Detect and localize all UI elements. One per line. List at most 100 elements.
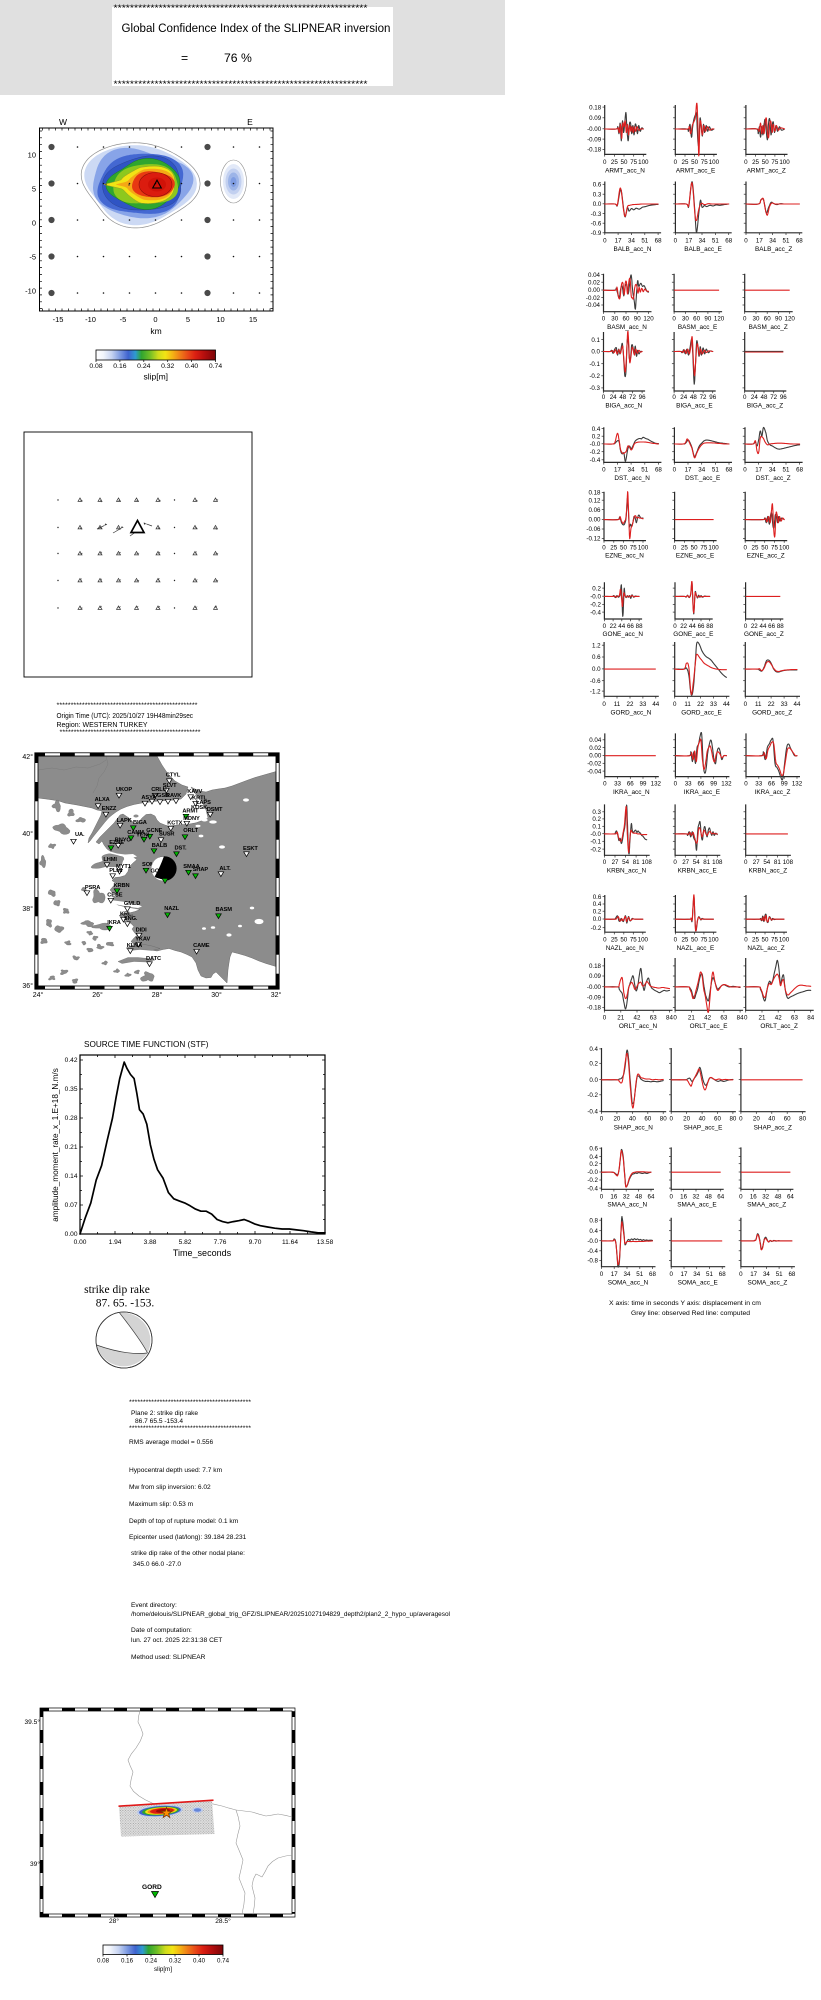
svg-text:SOMA_acc_N: SOMA_acc_N bbox=[608, 1279, 649, 1286]
svg-text:120: 120 bbox=[643, 316, 654, 323]
svg-text:0.2: 0.2 bbox=[589, 1061, 598, 1068]
svg-text:KAVV: KAVV bbox=[187, 789, 202, 795]
svg-text:68: 68 bbox=[649, 1271, 656, 1278]
svg-text:96: 96 bbox=[709, 394, 716, 401]
svg-text:-0.04: -0.04 bbox=[587, 768, 602, 775]
svg-text:-10: -10 bbox=[25, 287, 36, 296]
svg-text:GONE_acc_Z: GONE_acc_Z bbox=[744, 631, 784, 638]
svg-text:68: 68 bbox=[725, 238, 732, 245]
svg-text:CANM: CANM bbox=[127, 830, 144, 836]
svg-text:SHAP_acc_Z: SHAP_acc_Z bbox=[754, 1124, 792, 1131]
svg-text:LAPK: LAPK bbox=[117, 818, 133, 824]
svg-text:-0.6: -0.6 bbox=[590, 678, 601, 685]
svg-text:54: 54 bbox=[622, 859, 629, 866]
svg-text:BIGA_acc_E: BIGA_acc_E bbox=[676, 402, 713, 409]
svg-text:0.12: 0.12 bbox=[588, 497, 601, 504]
svg-text:27: 27 bbox=[682, 859, 689, 866]
svg-text:51: 51 bbox=[783, 466, 790, 473]
svg-text:0.09: 0.09 bbox=[589, 973, 602, 980]
svg-text:UKOP: UKOP bbox=[116, 787, 132, 793]
svg-text:81: 81 bbox=[774, 859, 781, 866]
svg-text:-0.4: -0.4 bbox=[587, 1185, 598, 1192]
svg-text:KRBN_acc_N: KRBN_acc_N bbox=[607, 867, 647, 874]
svg-text:-0.00: -0.00 bbox=[587, 984, 602, 991]
svg-text:64: 64 bbox=[787, 1193, 794, 1200]
svg-text:10: 10 bbox=[28, 151, 36, 160]
svg-text:16: 16 bbox=[610, 1193, 617, 1200]
svg-text:-10: -10 bbox=[85, 315, 96, 324]
svg-text:0: 0 bbox=[672, 394, 676, 401]
svg-text:DIDI: DIDI bbox=[136, 928, 147, 934]
svg-text:108: 108 bbox=[642, 859, 653, 866]
svg-text:BASM_acc_E: BASM_acc_E bbox=[678, 324, 717, 331]
svg-text:0.4: 0.4 bbox=[593, 901, 602, 908]
svg-text:75: 75 bbox=[771, 544, 778, 551]
svg-text:SOURCE TIME FUNCTION (STF): SOURCE TIME FUNCTION (STF) bbox=[84, 1040, 209, 1049]
svg-text:amplitude_moment_rate_x_1.E+18: amplitude_moment_rate_x_1.E+18_N.m/s bbox=[51, 1068, 60, 1222]
svg-text:50: 50 bbox=[762, 159, 769, 166]
svg-text:81: 81 bbox=[633, 859, 640, 866]
svg-text:-0.0: -0.0 bbox=[590, 441, 601, 448]
svg-text:50: 50 bbox=[620, 544, 627, 551]
svg-text:-0.09: -0.09 bbox=[587, 994, 602, 1001]
svg-text:0: 0 bbox=[744, 159, 748, 166]
svg-text:ALXA: ALXA bbox=[95, 797, 110, 803]
svg-text:0: 0 bbox=[602, 466, 606, 473]
svg-text:0.07: 0.07 bbox=[65, 1202, 78, 1209]
svg-text:0.16: 0.16 bbox=[113, 363, 126, 370]
svg-text:68: 68 bbox=[655, 238, 662, 245]
svg-text:0: 0 bbox=[669, 1271, 673, 1278]
svg-text:ASYA: ASYA bbox=[141, 795, 156, 801]
svg-text:0.18: 0.18 bbox=[589, 104, 602, 111]
svg-text:DATC: DATC bbox=[146, 956, 161, 962]
svg-text:-0.2: -0.2 bbox=[590, 449, 601, 456]
svg-text:-0.12: -0.12 bbox=[586, 536, 601, 543]
svg-text:0.4: 0.4 bbox=[592, 426, 601, 433]
svg-text:******************************: ****************************************… bbox=[129, 1425, 252, 1432]
svg-text:48: 48 bbox=[635, 1193, 642, 1200]
svg-text:0.0: 0.0 bbox=[593, 916, 602, 923]
svg-text:40: 40 bbox=[629, 1115, 636, 1122]
svg-text:40: 40 bbox=[699, 1115, 706, 1122]
svg-text:3.88: 3.88 bbox=[144, 1239, 157, 1246]
svg-text:0.2: 0.2 bbox=[592, 816, 601, 823]
svg-text:BASM_acc_N: BASM_acc_N bbox=[607, 324, 647, 331]
svg-text:96: 96 bbox=[639, 394, 646, 401]
svg-text:0.35: 0.35 bbox=[65, 1086, 78, 1093]
svg-text:0: 0 bbox=[602, 316, 606, 323]
svg-text:0: 0 bbox=[744, 623, 748, 630]
svg-text:24: 24 bbox=[751, 394, 758, 401]
svg-text:0.08: 0.08 bbox=[89, 363, 102, 370]
svg-text:-0.4: -0.4 bbox=[590, 609, 601, 616]
svg-text:66: 66 bbox=[698, 623, 705, 630]
svg-text:0.02: 0.02 bbox=[588, 279, 601, 286]
svg-text:0.6: 0.6 bbox=[589, 1145, 598, 1152]
svg-text:50: 50 bbox=[761, 544, 768, 551]
svg-text:68: 68 bbox=[719, 1271, 726, 1278]
svg-text:0.08: 0.08 bbox=[97, 1958, 110, 1965]
svg-text:0.40: 0.40 bbox=[193, 1958, 206, 1965]
svg-text:33: 33 bbox=[710, 701, 717, 708]
svg-text:0.74: 0.74 bbox=[209, 363, 222, 370]
svg-text:0.00: 0.00 bbox=[588, 517, 601, 524]
svg-text:SHAP_acc_E: SHAP_acc_E bbox=[684, 1124, 723, 1131]
svg-text:345.0 66.0 -27.0: 345.0 66.0 -27.0 bbox=[133, 1561, 181, 1568]
svg-text:Method used: SLIPNEAR: Method used: SLIPNEAR bbox=[131, 1654, 206, 1661]
svg-text:30°: 30° bbox=[211, 991, 222, 999]
svg-text:BIGA_acc_Z: BIGA_acc_Z bbox=[747, 402, 783, 409]
svg-text:33: 33 bbox=[614, 780, 621, 787]
svg-text:0.18: 0.18 bbox=[588, 490, 601, 497]
svg-text:75: 75 bbox=[700, 937, 707, 944]
svg-text:11: 11 bbox=[684, 701, 691, 708]
svg-text:ESKT: ESKT bbox=[243, 846, 258, 852]
svg-text:GONE_acc_E: GONE_acc_E bbox=[673, 631, 713, 638]
svg-text:34: 34 bbox=[628, 466, 635, 473]
svg-text:51: 51 bbox=[641, 466, 648, 473]
svg-text:-0.02: -0.02 bbox=[586, 295, 601, 302]
svg-text:44: 44 bbox=[652, 701, 659, 708]
svg-text:-0.2: -0.2 bbox=[589, 373, 600, 380]
svg-text:0.09: 0.09 bbox=[589, 115, 602, 122]
svg-text:0: 0 bbox=[602, 394, 606, 401]
svg-text:0: 0 bbox=[669, 1193, 673, 1200]
svg-text:0: 0 bbox=[743, 544, 747, 551]
